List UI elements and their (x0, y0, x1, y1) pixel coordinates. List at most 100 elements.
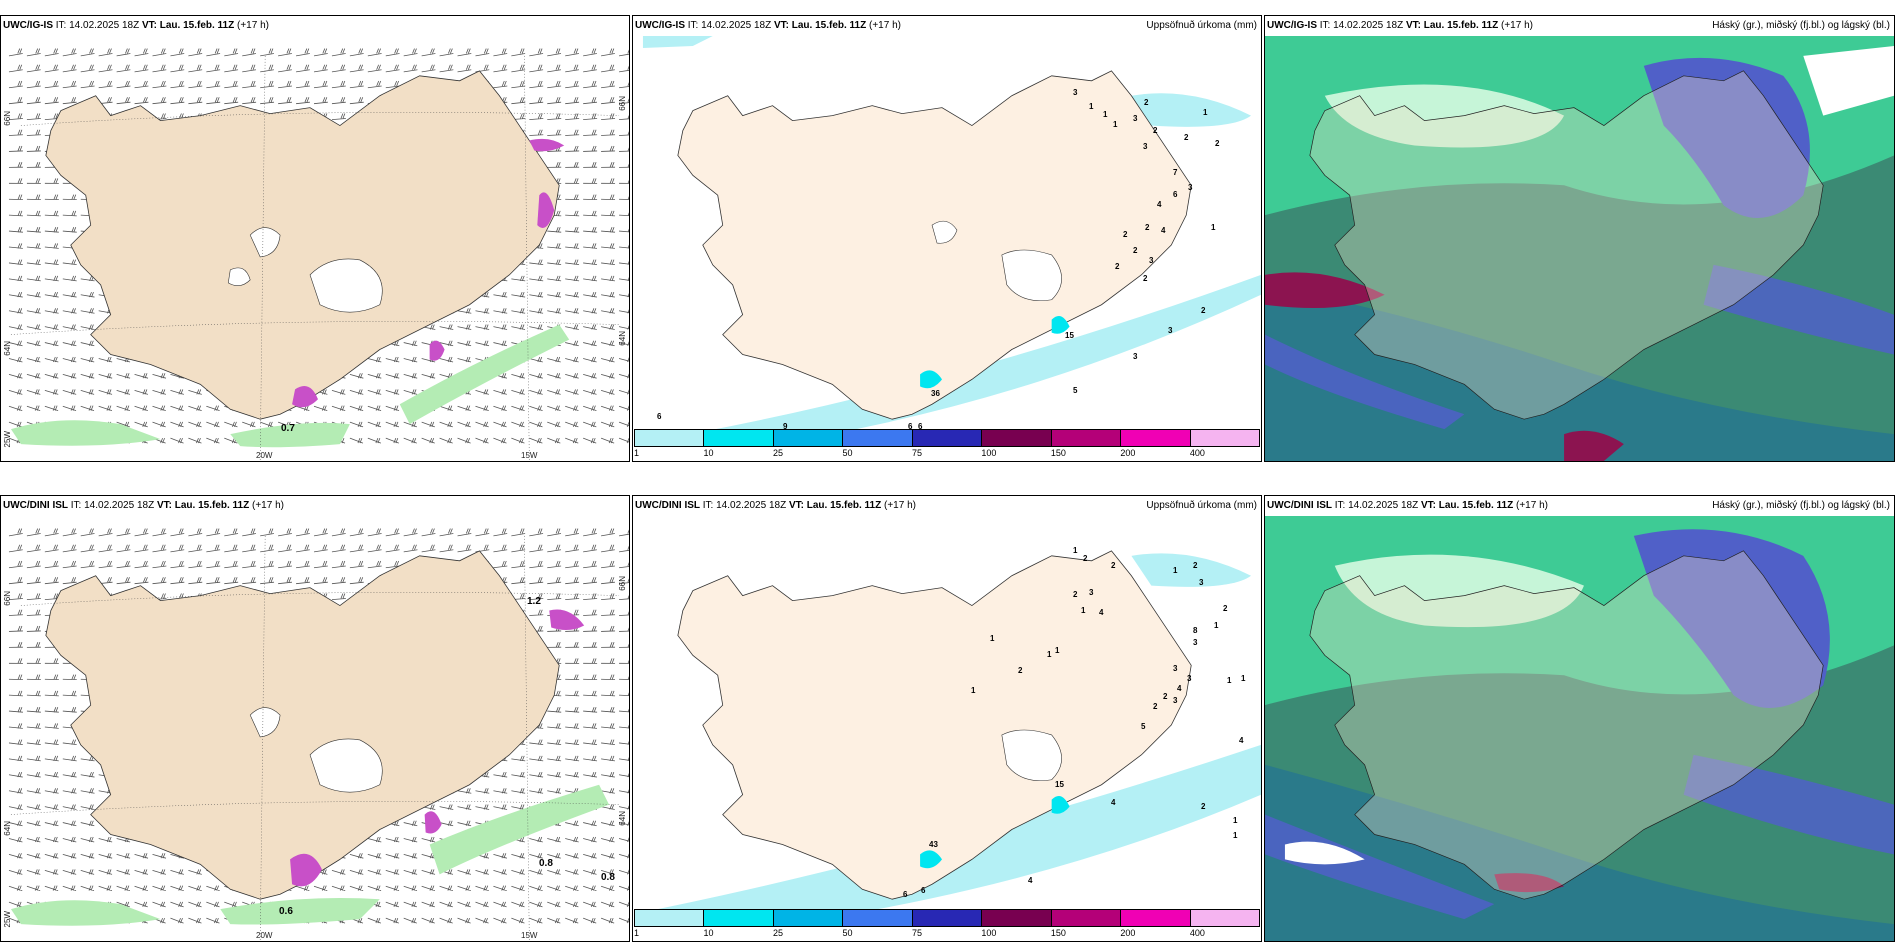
wind-barb (583, 739, 598, 746)
wind-barb (134, 48, 149, 57)
wind-barb (44, 771, 59, 778)
cloud-map[interactable] (1265, 516, 1894, 941)
wind-barb (601, 243, 615, 249)
wind-barb (367, 836, 382, 843)
wind-barb (26, 625, 41, 632)
wind-barb (565, 674, 580, 681)
wind-barb (475, 869, 489, 875)
wind-barb (44, 804, 59, 810)
wind-barb (547, 275, 562, 282)
wind-barb (457, 788, 472, 794)
wind-barb (529, 437, 543, 444)
wind-map[interactable] (1, 36, 629, 461)
wind-barb (493, 64, 508, 73)
wind-barb (80, 885, 95, 892)
precip-value: 6 (903, 890, 908, 899)
wind-barb (457, 437, 471, 444)
wind-barb (601, 227, 616, 233)
wind-barb (62, 194, 77, 201)
wind-barb (493, 885, 507, 892)
wind-barb (62, 275, 77, 282)
wind-barb (26, 389, 41, 395)
wind-barb (511, 291, 526, 298)
wind-barb (170, 528, 185, 537)
wind-barb (601, 64, 615, 73)
wind-barb (188, 901, 202, 908)
wind-barb (331, 577, 346, 585)
panel-header: UWC/IG-IS IT: 14.02.2025 18Z VT: Lau. 15… (1265, 16, 1894, 36)
wind-barb (493, 544, 508, 553)
wind-barb (44, 405, 59, 412)
wind-barb (600, 885, 615, 892)
wind-barb (367, 869, 382, 875)
wind-barb (583, 340, 597, 347)
wind-barb (8, 113, 23, 121)
precip-cell (290, 853, 322, 887)
wind-barb (493, 80, 508, 89)
wind-barb (565, 405, 579, 412)
wind-barb (511, 755, 526, 762)
wind-barb (511, 544, 526, 553)
wind-barb (116, 544, 131, 553)
wind-barb (116, 853, 131, 859)
wind-barb (529, 901, 543, 908)
wind-barb (188, 405, 202, 412)
wind-barb (565, 356, 579, 363)
wind-barb (547, 544, 562, 553)
model-name: UWC/IG-IS (1267, 20, 1317, 31)
wind-barb (242, 528, 257, 537)
wind-barb (457, 48, 472, 57)
wind-barb (421, 869, 436, 875)
precip-value: 2 (1201, 802, 1206, 811)
legend-swatch (1051, 910, 1122, 926)
wind-barb (367, 421, 382, 428)
wind-barb (511, 97, 526, 105)
wind-barb (600, 405, 615, 412)
wind-map[interactable] (1, 516, 629, 941)
wind-barb (547, 788, 562, 794)
wind-barb (170, 885, 184, 892)
thick-cloud (1564, 430, 1624, 461)
wind-barb (600, 901, 615, 908)
cloud-map-svg (1265, 36, 1894, 461)
precip-value: 5 (1141, 722, 1146, 731)
cloud-map[interactable] (1265, 36, 1894, 461)
wind-barb (26, 885, 41, 892)
wind-barb (600, 389, 615, 395)
legend-tick: 25 (772, 448, 783, 458)
wind-barb (8, 739, 23, 746)
wind-barb (44, 690, 59, 697)
wind-barb (116, 885, 131, 892)
wind-barb (8, 820, 23, 827)
wind-barb (224, 560, 239, 569)
panel-wind-igis: UWC/IG-IS IT: 14.02.2025 18Z VT: Lau. 15… (0, 15, 630, 462)
wind-barb (116, 869, 131, 875)
wind-barb (583, 259, 598, 266)
precip-map[interactable] (633, 36, 1261, 461)
wind-barb (565, 97, 580, 105)
legend-colorbar (634, 909, 1260, 927)
wind-barb (583, 593, 598, 601)
wind-barb (493, 291, 508, 298)
wind-barb (583, 421, 597, 428)
field-title: Uppsöfnuð úrkoma (mm) (1146, 500, 1257, 511)
legend-swatch (982, 910, 1052, 926)
wind-barb (619, 228, 629, 233)
wind-barb (421, 917, 435, 924)
wind-barb (349, 97, 364, 105)
wind-barb (618, 529, 629, 537)
wind-barb (134, 853, 149, 859)
wind-barb (493, 853, 507, 859)
wind-barb (618, 65, 629, 73)
precip-value: 15 (1065, 331, 1074, 340)
precip-map[interactable] (633, 516, 1261, 941)
wind-barb (367, 917, 382, 924)
wind-barb (26, 707, 41, 713)
wind-barb (457, 885, 471, 892)
wind-barb (583, 917, 597, 924)
wind-barb (439, 901, 453, 908)
precip-value: 3 (1173, 664, 1178, 673)
wind-barb (565, 194, 580, 201)
wind-barb (547, 577, 562, 585)
wind-barb (618, 805, 629, 810)
